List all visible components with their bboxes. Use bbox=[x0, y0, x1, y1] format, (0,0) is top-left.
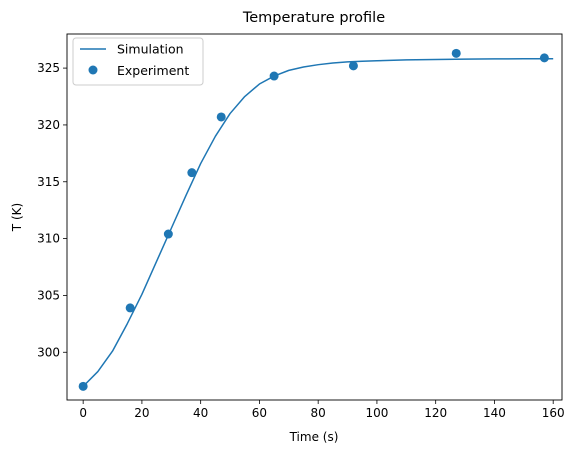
y-tick-label: 320 bbox=[37, 118, 60, 132]
experiment-point bbox=[163, 229, 173, 239]
y-tick-label: 305 bbox=[37, 288, 60, 302]
y-tick-label: 315 bbox=[37, 175, 60, 189]
legend: Simulation Experiment bbox=[72, 37, 204, 86]
experiment-point bbox=[216, 112, 226, 122]
plot-area bbox=[66, 33, 563, 401]
experiment-point bbox=[451, 48, 461, 58]
x-tick-label: 140 bbox=[483, 406, 506, 420]
legend-label-simulation: Simulation bbox=[117, 42, 184, 57]
x-axis-label: Time (s) bbox=[289, 430, 339, 444]
y-tick-label: 310 bbox=[37, 232, 60, 246]
experiment-point bbox=[125, 303, 135, 313]
legend-label-experiment: Experiment bbox=[117, 63, 189, 78]
x-tick-label: 40 bbox=[193, 406, 208, 420]
chart-title: Temperature profile bbox=[242, 10, 385, 26]
plot-background bbox=[67, 34, 562, 400]
x-tick-label: 60 bbox=[252, 406, 267, 420]
x-tick-label: 80 bbox=[311, 406, 326, 420]
experiment-point bbox=[78, 381, 88, 391]
legend-marker-swatch bbox=[88, 65, 98, 75]
experiment-point bbox=[539, 53, 549, 63]
plot-frame bbox=[66, 33, 563, 401]
y-axis-label: T (K) bbox=[10, 203, 24, 232]
x-tick-label: 160 bbox=[542, 406, 565, 420]
x-tick-label: 0 bbox=[79, 406, 87, 420]
experiment-point bbox=[269, 71, 279, 81]
y-tick-label: 300 bbox=[37, 345, 60, 359]
series-layer bbox=[78, 48, 554, 391]
y-axis: 300 305 310 315 320 325 bbox=[37, 61, 67, 359]
x-tick-label: 100 bbox=[365, 406, 388, 420]
x-tick-label: 20 bbox=[134, 406, 149, 420]
experiment-point bbox=[348, 61, 358, 71]
x-tick-label: 120 bbox=[424, 406, 447, 420]
y-tick-label: 325 bbox=[37, 61, 60, 75]
experiment-point bbox=[187, 168, 197, 178]
x-axis: 0 20 40 60 80 100 120 140 160 bbox=[79, 400, 565, 420]
